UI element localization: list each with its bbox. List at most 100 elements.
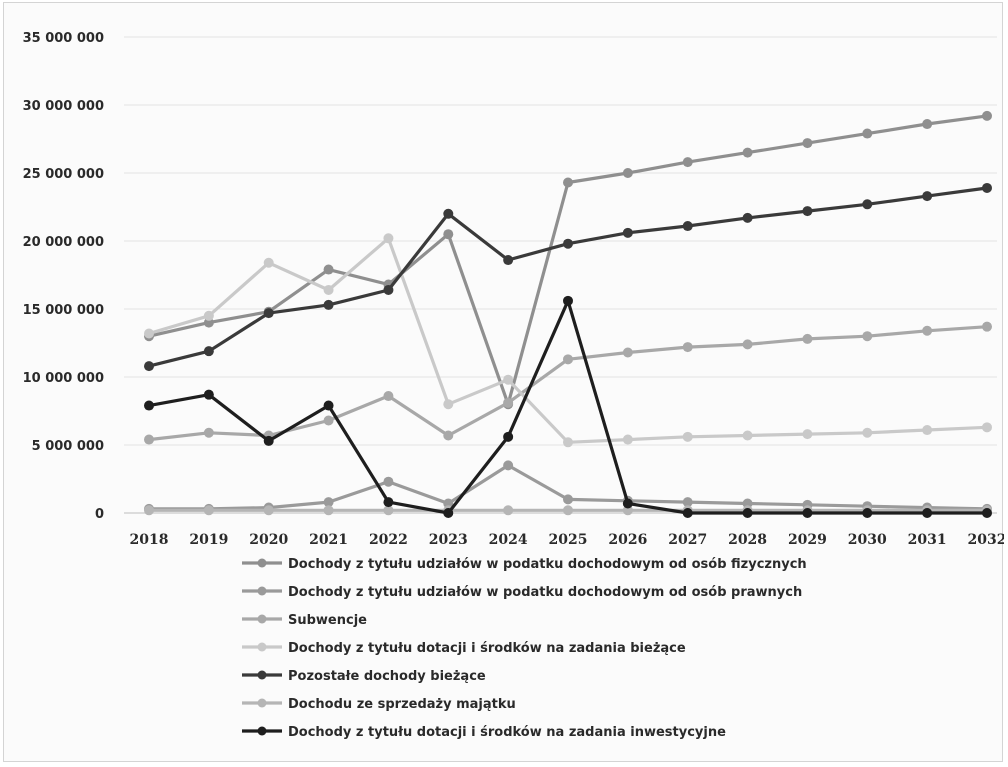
data-point <box>383 476 394 487</box>
legend-label: Dochody z tytułu dotacji i środków na za… <box>288 725 726 740</box>
data-point <box>144 505 154 516</box>
chart-frame: 0 5 000 000 10 000 000 15 000 000 20 000 000… <box>3 2 1004 762</box>
legend-item: Subwencje <box>242 613 367 628</box>
data-point <box>263 435 274 446</box>
legend-item: Dochodu ze sprzedaży majątku <box>242 697 516 712</box>
x-tick-label: 2027 <box>668 532 707 548</box>
data-point <box>144 361 154 372</box>
y-tick-label: 30 000 000 <box>23 99 104 114</box>
data-point <box>263 257 274 268</box>
series-line <box>147 325 989 442</box>
plot-area <box>144 110 992 518</box>
x-tick-label: 2018 <box>130 532 169 548</box>
data-point <box>263 308 274 319</box>
data-point <box>802 429 813 440</box>
series-5 <box>144 182 992 372</box>
data-point <box>383 497 394 508</box>
data-point <box>263 505 274 516</box>
data-point <box>802 333 813 344</box>
x-tick-label: 2028 <box>728 532 767 548</box>
data-point <box>802 138 813 149</box>
data-point <box>443 430 454 441</box>
data-point <box>922 425 933 436</box>
data-point <box>503 397 514 408</box>
series-3 <box>144 321 992 445</box>
data-point <box>862 508 873 518</box>
y-tick-label: 0 <box>95 507 104 522</box>
legend-label: Dochody z tytułu udziałów w podatku doch… <box>288 585 802 600</box>
data-point <box>323 264 334 275</box>
data-point <box>742 508 753 518</box>
data-point <box>203 427 214 438</box>
x-tick-label: 2030 <box>848 532 887 548</box>
data-point <box>682 342 693 353</box>
legend-swatch-marker <box>257 558 267 568</box>
data-point <box>682 221 693 232</box>
data-point <box>563 494 573 505</box>
x-tick-label: 2031 <box>908 532 947 548</box>
data-point <box>563 295 573 306</box>
data-point <box>323 299 334 310</box>
y-tick-label: 20 000 000 <box>23 235 104 250</box>
data-point <box>563 437 573 448</box>
legend-label: Dochody z tytułu udziałów w podatku doch… <box>288 557 807 572</box>
data-point <box>443 229 454 240</box>
data-point <box>323 415 334 426</box>
data-point <box>922 191 933 202</box>
x-tick-label: 2024 <box>489 532 528 548</box>
data-point <box>323 284 334 295</box>
data-point <box>862 427 873 438</box>
x-tick-label: 2020 <box>249 532 288 548</box>
x-tick-label: 2019 <box>189 532 228 548</box>
x-tick-label: 2029 <box>788 532 827 548</box>
data-point <box>622 227 633 238</box>
data-point <box>563 238 573 249</box>
legend-item: Dochody z tytułu udziałów w podatku doch… <box>242 557 807 572</box>
series-7 <box>144 295 992 518</box>
legend-swatch-marker <box>257 642 267 652</box>
data-point <box>503 374 514 385</box>
y-axis: 0 5 000 000 10 000 000 15 000 000 20 000 000… <box>23 31 104 522</box>
data-point <box>323 505 334 516</box>
legend-swatch-marker <box>257 586 267 596</box>
data-point <box>563 354 573 365</box>
data-point <box>203 346 214 357</box>
data-point <box>443 508 454 518</box>
data-point <box>503 505 514 516</box>
data-point <box>144 434 154 445</box>
data-point <box>802 206 813 217</box>
data-point <box>563 505 573 516</box>
data-point <box>383 284 394 295</box>
legend-item: Dochody z tytułu dotacji i środków na za… <box>242 641 686 656</box>
data-point <box>383 505 394 516</box>
x-tick-label: 2023 <box>429 532 468 548</box>
data-point <box>862 199 873 210</box>
x-tick-label: 2022 <box>369 532 408 548</box>
data-point <box>922 119 933 130</box>
legend-label: Pozostałe dochody bieżące <box>288 669 486 684</box>
x-axis: 2018 2019 2020 2021 2022 2023 2024 2025 2026 2027… <box>130 532 1004 548</box>
legend-label: Dochodu ze sprzedaży majątku <box>288 697 516 712</box>
data-point <box>802 508 813 518</box>
data-point <box>622 168 633 178</box>
x-tick-label: 2026 <box>608 532 647 548</box>
data-point <box>862 128 873 139</box>
legend-label: Dochody z tytułu dotacji i środków na za… <box>288 641 686 656</box>
series-line <box>147 186 989 368</box>
data-point <box>503 460 514 471</box>
legend-item: Pozostałe dochody bieżące <box>242 669 486 684</box>
series-line <box>147 236 989 444</box>
x-tick-label: 2025 <box>549 532 588 548</box>
data-point <box>563 177 573 188</box>
data-point <box>742 147 753 158</box>
x-tick-label: 2021 <box>309 532 348 548</box>
y-tick-label: 10 000 000 <box>23 371 104 386</box>
legend-swatch-marker <box>257 698 267 708</box>
data-point <box>682 497 693 508</box>
data-point <box>443 208 454 219</box>
data-point <box>203 389 214 400</box>
y-tick-label: 5 000 000 <box>32 439 104 454</box>
data-point <box>922 325 933 336</box>
data-point <box>622 498 633 509</box>
data-point <box>682 508 693 518</box>
